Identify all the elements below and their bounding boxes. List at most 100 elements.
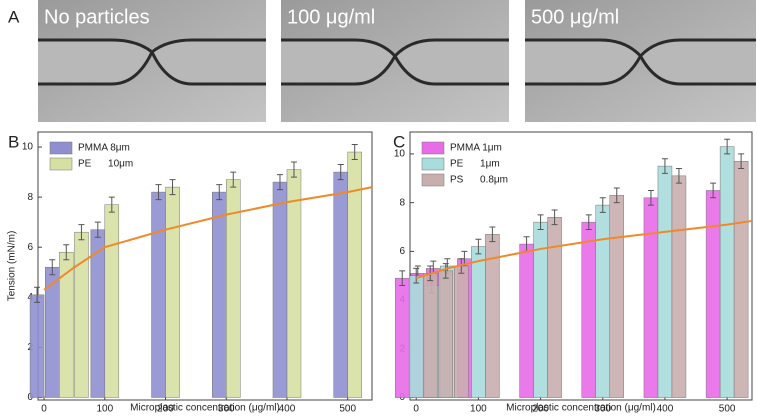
- error-bar: [108, 196, 115, 213]
- error-bar: [551, 209, 558, 226]
- bar: [671, 175, 687, 398]
- error-bar: [230, 171, 237, 188]
- bar: [29, 294, 45, 398]
- bar: [705, 190, 721, 398]
- x-tick-label: 300: [218, 404, 235, 415]
- channel-left: [281, 38, 397, 86]
- error-bar: [675, 168, 682, 184]
- bar: [733, 160, 749, 398]
- bar: [165, 186, 180, 398]
- fit-curve: [43, 186, 373, 291]
- error-bar: [276, 174, 283, 191]
- error-bar: [738, 153, 745, 170]
- bar: [454, 265, 469, 398]
- legend-label: PE 10μm: [78, 159, 133, 170]
- legend-swatch: [49, 141, 73, 155]
- x-axis-label: Microplastic concentration (μg/ml): [506, 403, 656, 414]
- y-tick-label: 6: [399, 246, 405, 257]
- bar: [595, 204, 611, 398]
- error-bar: [155, 184, 162, 201]
- bar: [272, 181, 288, 398]
- error-bar: [94, 221, 101, 238]
- bar: [104, 204, 120, 398]
- x-tick-label: 100: [96, 404, 113, 415]
- channel-left: [525, 38, 643, 86]
- error-bar: [585, 214, 592, 230]
- bar: [212, 191, 227, 398]
- x-tick-label: 400: [279, 404, 296, 415]
- legend-label: PMMA 8μm: [78, 143, 130, 154]
- error-bar: [63, 244, 70, 261]
- bar: [151, 191, 166, 398]
- channel-right: [638, 38, 756, 86]
- image-label: No particles: [44, 6, 150, 28]
- bar: [333, 171, 348, 398]
- bar: [286, 169, 302, 398]
- x-tick-label: 300: [594, 404, 611, 415]
- panel-label: B: [8, 132, 19, 151]
- bar: [657, 165, 673, 398]
- error-bar: [724, 138, 731, 155]
- image-label: 100 μg/ml: [287, 6, 375, 28]
- bar: [438, 270, 454, 398]
- bar: [609, 195, 625, 398]
- bar: [394, 277, 410, 398]
- x-tick-label: 500: [339, 404, 356, 415]
- x-tick-label: 0: [413, 404, 419, 415]
- bar: [581, 221, 597, 398]
- x-axis-label: Microplastic concentration (μg/ml): [130, 403, 280, 414]
- bar: [422, 273, 438, 398]
- error-bar: [34, 286, 41, 303]
- plot-frame: [37, 131, 373, 401]
- error-bar: [351, 144, 358, 161]
- x-tick-label: 100: [470, 404, 487, 415]
- error-bar: [613, 187, 620, 204]
- x-tick-label: 200: [532, 404, 549, 415]
- x-tick-label: 500: [719, 404, 736, 415]
- x-tick-label: 400: [657, 404, 674, 415]
- panel-label: A: [8, 7, 20, 26]
- bar: [471, 246, 486, 398]
- x-tick-label: 0: [41, 404, 47, 415]
- error-bar: [78, 224, 85, 241]
- panel-label: C: [393, 132, 405, 151]
- y-tick-label: 10: [22, 142, 34, 153]
- legend-label: PMMA 1μm: [450, 143, 502, 154]
- error-bar: [216, 184, 223, 201]
- error-bar: [710, 182, 717, 199]
- fit-curve: [415, 219, 753, 280]
- y-tick-label: 8: [399, 197, 405, 208]
- legend-swatch: [421, 157, 445, 171]
- legend-swatch: [421, 141, 445, 155]
- error-bar: [489, 226, 496, 243]
- error-bar: [647, 189, 654, 206]
- error-bar: [442, 263, 449, 279]
- error-bar: [399, 270, 406, 286]
- error-bar: [49, 259, 56, 276]
- x-tick-label: 200: [157, 404, 174, 415]
- error-bar: [537, 214, 544, 230]
- error-bar: [475, 238, 482, 255]
- channel-right: [150, 38, 266, 86]
- bar: [408, 275, 424, 398]
- legend-label: PS 0.8μm: [450, 175, 508, 186]
- y-tick-label: 6: [27, 242, 33, 253]
- bar: [719, 146, 735, 398]
- legend-swatch: [421, 173, 445, 187]
- bar: [519, 243, 534, 398]
- channel-right: [393, 38, 509, 86]
- error-bar: [337, 164, 344, 181]
- bar: [74, 231, 89, 398]
- error-bar: [413, 267, 420, 284]
- bar: [547, 217, 562, 398]
- channel-left: [38, 38, 154, 86]
- image-label: 500 μg/ml: [531, 6, 619, 28]
- plot-frame: [409, 131, 753, 401]
- y-tick-label: 10: [394, 149, 406, 160]
- legend-swatch: [49, 157, 73, 171]
- y-axis-label: Tension (mN/m): [7, 231, 18, 302]
- error-bar: [661, 158, 668, 174]
- error-bar: [599, 197, 606, 213]
- bar: [643, 197, 659, 398]
